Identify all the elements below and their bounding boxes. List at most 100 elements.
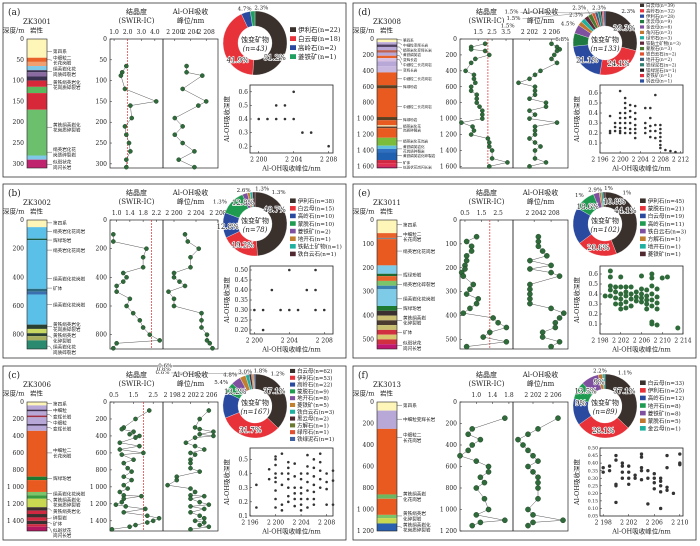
scatter-point xyxy=(623,101,627,105)
ic-data-point xyxy=(111,239,116,244)
lithology-layer xyxy=(377,233,397,238)
lithology-label: 辉绿玢岩 xyxy=(53,237,72,244)
profile-depth-tick-label: 600 xyxy=(96,450,108,457)
scatter-x-tick-label: 2 210 xyxy=(671,520,688,527)
lithology-layer xyxy=(27,417,47,425)
legend-swatch xyxy=(290,423,296,428)
legend-swatch xyxy=(640,36,645,40)
ic-data-point xyxy=(477,519,484,526)
legend-label: 铁白云石(n=3) xyxy=(297,408,334,416)
al-title-sub: 峰位/nm xyxy=(527,16,555,25)
lithology-label: 化花岗岩 xyxy=(403,496,422,503)
al-data-point xyxy=(527,257,533,264)
lithology-layer xyxy=(27,340,47,349)
al-data-point xyxy=(535,238,542,245)
scatter-point xyxy=(306,453,309,457)
scatter-point xyxy=(292,90,295,94)
scatter-point xyxy=(274,104,278,107)
lithology-layer xyxy=(27,517,47,521)
legend-swatch xyxy=(290,368,296,373)
scatter-point xyxy=(618,284,624,290)
al-data-point xyxy=(199,318,204,323)
legend-label: 角闪石(n=3) xyxy=(646,29,672,36)
scatter-point xyxy=(261,328,265,332)
scatter-point xyxy=(633,117,637,121)
scatter-point xyxy=(312,483,316,487)
scatter-point xyxy=(633,298,639,304)
lithology-layer xyxy=(27,476,47,481)
scatter-point xyxy=(639,299,644,305)
scatter-point xyxy=(288,308,291,312)
pie-percent-label: 2.9% xyxy=(588,187,602,193)
ic-data-point xyxy=(468,60,474,66)
lithology-leader xyxy=(397,50,403,55)
ic-data-point xyxy=(480,116,485,121)
scatter-point xyxy=(280,452,284,455)
lithology-layer xyxy=(27,480,47,492)
pie-total: (n=89) xyxy=(593,408,618,416)
lithology-layer xyxy=(27,240,47,289)
pie-percent-label: 2.3% xyxy=(254,5,268,11)
al-data-point xyxy=(171,296,177,302)
scatter-point xyxy=(633,476,637,480)
legend-label: 地开石(n=8) xyxy=(648,402,681,410)
lithology-label: 矿体 xyxy=(403,329,413,336)
al-data-point xyxy=(201,447,207,452)
scatter-point xyxy=(628,121,632,125)
legend-label: 蒙脱石(n=9) xyxy=(297,387,329,395)
al-data-point xyxy=(539,248,546,254)
scatter-point xyxy=(267,477,271,481)
scatter-point xyxy=(649,297,655,303)
ic-data-point xyxy=(119,499,125,505)
lithology-layer xyxy=(377,128,397,138)
scatter-point xyxy=(274,506,277,509)
profile-depth-tick-label: 0 xyxy=(453,36,457,43)
scatter-point xyxy=(613,125,617,129)
scatter-point xyxy=(623,111,627,115)
ic-tick-label: 2.5 xyxy=(487,29,497,36)
lithology-layer xyxy=(27,155,47,160)
ic-data-point xyxy=(473,80,478,86)
ic-tick-label: 1.8 xyxy=(504,392,514,399)
profile-frame xyxy=(459,38,569,169)
pie-percent-label: 10.8% xyxy=(603,198,626,206)
scatter-point xyxy=(255,506,258,509)
pie-percent-label: 29.3% xyxy=(613,24,636,32)
lithology-layer xyxy=(27,288,47,292)
lithology-layer xyxy=(27,109,47,156)
lithology-layer xyxy=(377,42,397,45)
al-data-point xyxy=(197,416,202,422)
scatter-point xyxy=(639,273,644,279)
al-data-point xyxy=(527,76,532,82)
scatter-point xyxy=(607,268,613,274)
lithology-label: 似斑状花岗闪长岩 xyxy=(403,165,432,170)
pie-percent-label: 12.8% xyxy=(216,223,239,231)
legend-swatch xyxy=(640,206,646,211)
profile-depth-tick-label: 1 000 xyxy=(440,507,457,514)
lithology-layer xyxy=(377,329,397,335)
ic-data-point xyxy=(467,305,473,312)
depth-tick-label: 250 xyxy=(13,140,25,147)
scatter-point xyxy=(664,148,667,152)
al-title-sub: 峰位/nm xyxy=(177,16,205,25)
scatter-point xyxy=(293,486,296,489)
scatter-y-tick-label: 0.50 xyxy=(235,267,249,274)
legend-swatch xyxy=(640,14,645,18)
scatter-point xyxy=(644,306,650,312)
scatter-x-tick-label: 2 208 xyxy=(652,157,669,164)
pie-percent-label: 2.3% xyxy=(572,6,586,12)
al-data-point xyxy=(197,513,202,519)
depth-tick-label: 300 xyxy=(13,161,25,168)
lithology-layer xyxy=(377,50,397,53)
scatter-point xyxy=(628,303,634,309)
hole-id: ZK3013 xyxy=(373,381,401,389)
scatter-point xyxy=(654,136,657,140)
ic-data-point xyxy=(473,458,480,464)
scatter-y-tick-label: 0.1 xyxy=(588,140,598,147)
scatter-point xyxy=(255,483,258,487)
lithology-layer xyxy=(27,424,47,426)
scatter-point xyxy=(623,106,627,110)
panel-label: (c) xyxy=(8,370,20,381)
scatter-point xyxy=(325,487,328,491)
